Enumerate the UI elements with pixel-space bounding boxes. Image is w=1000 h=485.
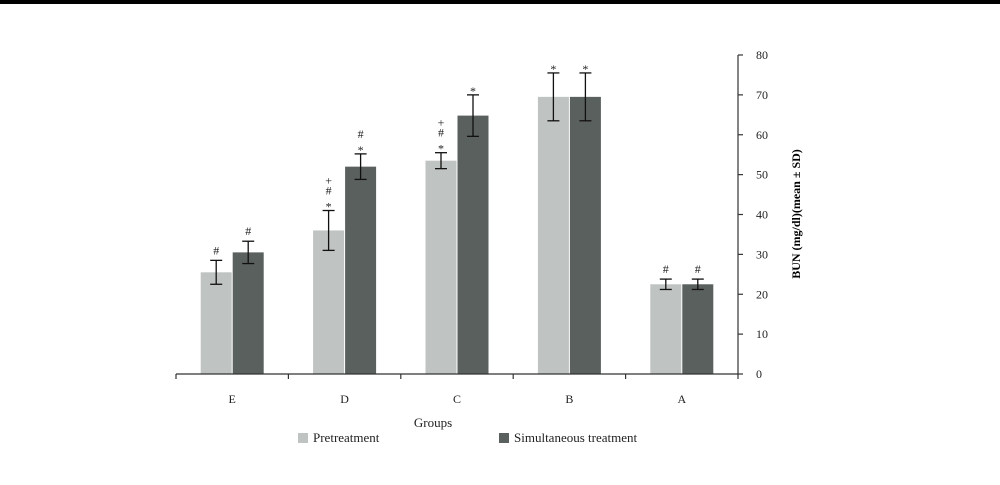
significance-marker: # bbox=[438, 126, 444, 140]
significance-marker: + bbox=[325, 174, 332, 188]
bar-c-pretreatment bbox=[425, 160, 457, 374]
significance-marker: * bbox=[470, 84, 476, 98]
error-bar-e-simultaneous-treatment bbox=[242, 240, 255, 265]
legend-label-simultaneous-treatment: Simultaneous treatment bbox=[514, 430, 638, 445]
error-bar-b-pretreatment bbox=[547, 72, 560, 122]
error-bar-a-simultaneous-treatment bbox=[691, 278, 704, 291]
legend-label-pretreatment: Pretreatment bbox=[313, 430, 380, 445]
x-tick-label-d: D bbox=[340, 392, 349, 406]
significance-marker: * bbox=[358, 143, 364, 157]
y-tick-label: 20 bbox=[756, 287, 768, 301]
y-tick-label: 50 bbox=[756, 168, 768, 182]
significance-marker: * bbox=[438, 142, 444, 156]
significance-marker: + bbox=[438, 116, 445, 130]
y-tick-label: 0 bbox=[756, 367, 762, 381]
x-axis-title: Groups bbox=[414, 415, 452, 430]
bar-b-simultaneous-treatment bbox=[569, 96, 601, 375]
error-bar-d-simultaneous-treatment bbox=[354, 153, 367, 181]
legend-swatch-simultaneous-treatment bbox=[499, 433, 509, 443]
y-axis-title: BUN (mg/dl)(mean ± SD) bbox=[789, 149, 803, 279]
bar-e-pretreatment bbox=[200, 272, 232, 374]
x-tick-label-b: B bbox=[565, 392, 573, 406]
bar-d-pretreatment bbox=[313, 230, 345, 374]
y-tick-label: 60 bbox=[756, 128, 768, 142]
significance-marker: * bbox=[582, 62, 588, 76]
significance-marker: # bbox=[663, 262, 669, 276]
significance-marker: # bbox=[358, 127, 364, 141]
significance-marker: # bbox=[245, 224, 251, 238]
significance-marker: * bbox=[550, 62, 556, 76]
bar-b-pretreatment bbox=[537, 96, 569, 375]
significance-marker: # bbox=[326, 184, 332, 198]
error-bar-a-pretreatment bbox=[659, 278, 672, 291]
bar-c-simultaneous-treatment bbox=[457, 115, 489, 375]
y-tick-label: 40 bbox=[756, 208, 768, 222]
y-tick-label: 70 bbox=[756, 88, 768, 102]
top-rule bbox=[0, 0, 1000, 4]
error-bar-e-pretreatment bbox=[210, 259, 223, 285]
error-bar-d-pretreatment bbox=[322, 209, 335, 252]
bar-a-simultaneous-treatment bbox=[682, 284, 714, 374]
bar-d-simultaneous-treatment bbox=[345, 166, 377, 374]
x-tick-label-a: A bbox=[677, 392, 686, 406]
y-tick-label: 80 bbox=[756, 48, 768, 62]
significance-marker: * bbox=[326, 200, 332, 214]
x-tick-label-c: C bbox=[453, 392, 461, 406]
legend-swatch-pretreatment bbox=[298, 433, 308, 443]
bar-a-pretreatment bbox=[650, 284, 682, 374]
error-bar-c-simultaneous-treatment bbox=[467, 94, 479, 137]
y-tick-label: 10 bbox=[756, 327, 768, 341]
error-bar-c-pretreatment bbox=[435, 152, 447, 170]
significance-marker: # bbox=[213, 243, 219, 257]
significance-marker: # bbox=[695, 262, 701, 276]
error-bar-b-simultaneous-treatment bbox=[579, 72, 592, 122]
y-tick-label: 30 bbox=[756, 247, 768, 261]
bar-e-simultaneous-treatment bbox=[232, 252, 264, 374]
x-tick-label-e: E bbox=[229, 392, 236, 406]
